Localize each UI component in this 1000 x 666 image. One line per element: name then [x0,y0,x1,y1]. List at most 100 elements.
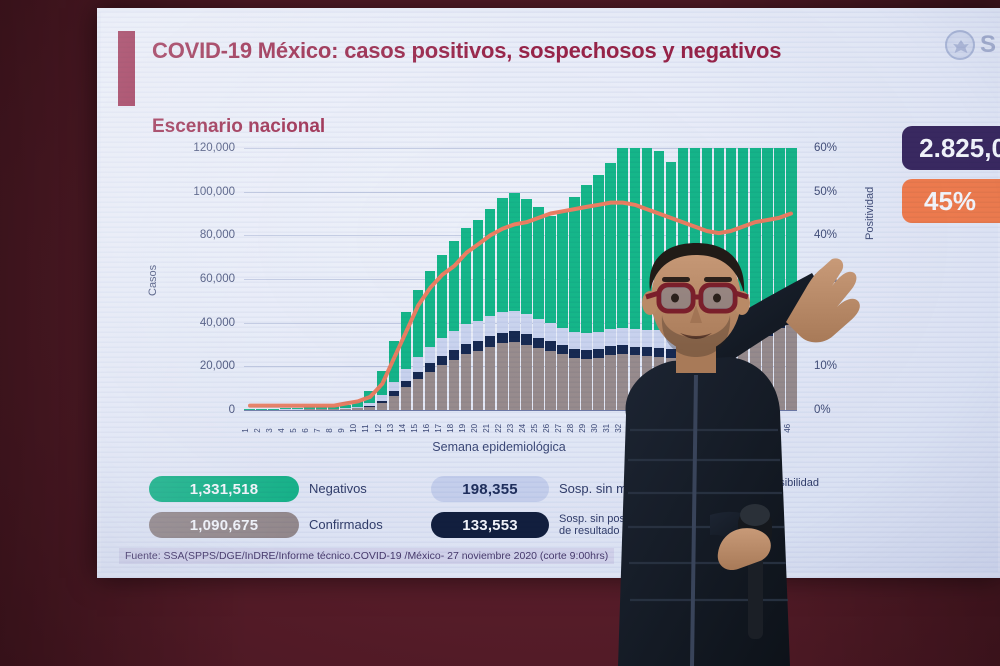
y2-tick-label: 40% [814,229,838,242]
bar-segment [376,400,388,404]
bar-segment [557,211,568,328]
bar-segment [509,342,520,410]
bar-column [244,148,255,410]
bar-segment [786,148,797,295]
bar-segment [629,346,641,356]
bar-segment [569,331,580,349]
bar-segment [376,403,388,410]
bar-segment [436,356,448,366]
bar-segment [448,331,460,350]
bar-segment [352,408,363,410]
bar-segment [460,324,472,345]
y-tick-label: 0 [228,404,235,416]
bar-segment [629,355,641,410]
legend-value-sosp-sin-posibilidad: 133,553 [431,512,549,538]
page-title: COVID-19 México: casos positivos, sospec… [152,38,782,63]
bar-segment [400,387,412,410]
bar-column [545,148,556,410]
bar-segment [412,289,424,358]
bar-column [472,148,484,410]
bar-segment [484,346,496,410]
gridline [244,366,797,368]
bar-segment [774,148,785,298]
gridline [244,191,797,193]
legend-label-confirmados: Confirmados [309,516,383,532]
bar-segment [665,348,677,358]
bar-column [509,148,520,410]
bar-segment [352,401,363,407]
bar-segment [424,270,436,347]
bar-segment [509,311,520,332]
kpi-personas-notificadas-value: 2.825,030 [902,126,1000,170]
bar-segment [400,311,412,369]
bar-segment [496,198,508,312]
kpi-positividad-value: 45% [902,179,1000,223]
bar-segment [388,395,400,410]
bar-segment [328,409,339,410]
bar-segment [677,148,689,330]
bar-segment [545,341,556,352]
slide-subtitle: Escenario nacional [152,116,326,137]
bar-segment [340,408,351,410]
bar-column [424,148,436,410]
bar-segment [472,320,484,341]
bar-column [304,148,315,410]
bar-column [533,148,544,410]
bar-segment [256,408,267,410]
bar-segment [737,148,749,317]
bar-segment [569,348,580,358]
bar-segment [388,382,400,392]
bar-segment [533,347,544,410]
y-tick-label: 40,000 [199,316,235,329]
bar-column [256,148,267,410]
bar-column [436,148,448,410]
bar-segment [545,323,556,342]
bar-segment [509,331,520,343]
y2-axis-title: Positividad [864,186,876,240]
bar-segment [533,207,544,319]
bar-segment [774,327,785,410]
bar-column [448,148,460,410]
bar-segment [653,347,665,357]
bar-segment [581,358,592,410]
bar-column [268,148,279,410]
bar-segment [400,368,412,381]
bar-column [316,148,327,410]
gridline [244,279,797,280]
bar-segment [376,395,388,401]
bar-column [569,148,580,410]
bar-segment [436,338,448,357]
bar-segment [400,380,412,388]
y2-tick-label: 0% [814,404,831,416]
bar-column [484,148,496,410]
y-tick-label: 60,000 [199,273,235,285]
bar-segment [496,332,508,344]
y-axis-title: Casos [147,264,159,296]
bar-segment [496,312,508,333]
y2-tick-label: 50% [814,185,838,198]
seal-label: S [979,31,996,58]
bar-segment [653,151,665,331]
bar-segment [340,404,351,409]
bar-segment [581,184,592,334]
presenter-figure [560,215,860,666]
bar-segment [533,337,544,348]
bar-segment [521,198,532,315]
bar-column [496,148,508,410]
source-footnote: Fuente: SSA(SPPS/DGE/InDRE/Informe técni… [119,548,615,564]
bar-segment [605,346,616,356]
bar-segment [509,193,520,312]
bar-column [460,148,472,410]
bar-segment [569,357,580,410]
y2-tick-label: 10% [814,360,838,373]
bar-segment [316,409,327,410]
title-accent-bar [118,31,135,106]
bar-column [557,148,568,410]
bar-segment [665,161,677,332]
bar-segment [641,330,653,348]
bar-column [352,148,363,410]
bar-segment [460,228,472,325]
bar-segment [352,406,363,409]
bar-column [593,148,604,410]
bar-segment [701,148,713,326]
